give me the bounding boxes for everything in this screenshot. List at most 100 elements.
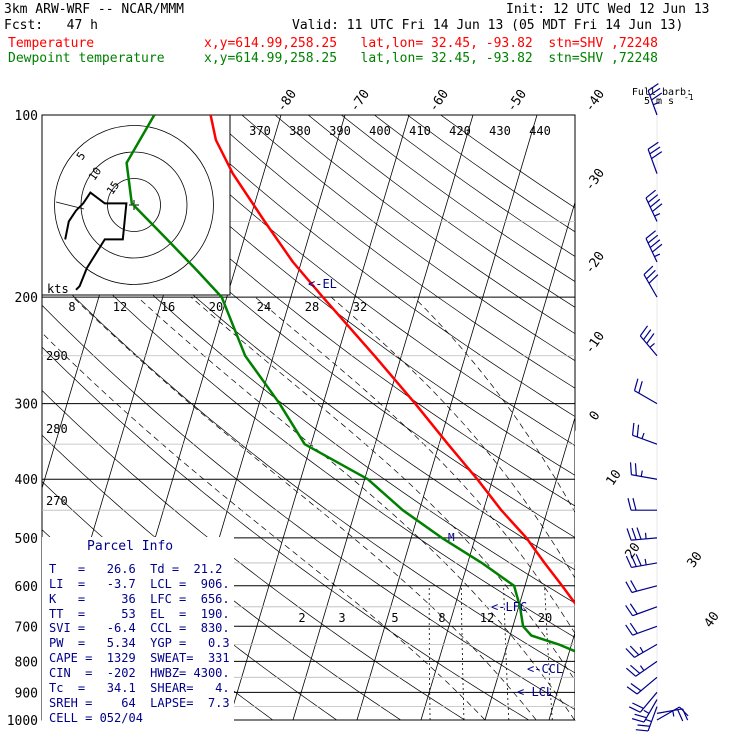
wind-barb-flag <box>651 203 663 213</box>
wind-barbs: Full barb:5 m s -1 <box>625 83 694 732</box>
wind-barb-half <box>649 343 655 348</box>
wind-barb-shaft <box>643 274 658 298</box>
wind-barb-shaft <box>631 562 658 569</box>
wind-barb-shaft <box>639 335 658 357</box>
wind-barb-flag <box>651 151 663 160</box>
wind-barb-flag <box>647 194 659 203</box>
parcel-row-k: K = 36 LFC = 656. <box>49 592 230 606</box>
wind-barb-flag <box>625 605 634 617</box>
wind-barb-half <box>640 470 643 477</box>
wind-barb-shaft <box>643 699 658 723</box>
theta-label: 400 <box>369 124 391 138</box>
ccl-marker: <-CCL <box>527 662 563 676</box>
wind-barb-shaft <box>639 691 658 713</box>
wind-barb-flag <box>639 325 649 337</box>
theta-label: 420 <box>449 124 471 138</box>
isotherm-label: 40 <box>701 609 722 630</box>
pressure-tick-label: 700 <box>15 620 38 635</box>
hodo-speed-label: 32 <box>353 300 367 314</box>
wind-barb-flag <box>633 378 639 391</box>
wind-barb-flag <box>643 265 654 276</box>
wind-barb-flag <box>625 581 633 593</box>
wind-barb-flag <box>649 239 661 249</box>
pressure-tick-label: 600 <box>15 580 38 595</box>
wind-barb-flag <box>646 333 655 344</box>
lcl-marker: <-LCL <box>517 685 553 699</box>
parcel-row-li: LI = -3.7 LCL = 906. <box>49 577 230 591</box>
theta-label: 380 <box>289 124 311 138</box>
wind-barb-half <box>643 709 650 714</box>
temperature-trace <box>209 115 575 606</box>
sounding-traces <box>125 115 575 653</box>
model-title: 3km ARW-WRF -- NCAR/MMM <box>4 2 185 17</box>
wind-barb-flag <box>630 683 642 692</box>
theta-label: 430 <box>489 124 511 138</box>
wind-barb-shaft <box>647 148 658 174</box>
hodo-speed-label: 24 <box>257 300 271 314</box>
wind-barb-flag <box>645 189 656 199</box>
hodograph-ring <box>54 125 214 285</box>
wind-barb-flag <box>629 462 632 475</box>
wind-barb-flag <box>636 424 640 438</box>
wind-barb-flag <box>634 463 637 476</box>
isotherm-line <box>484 416 575 720</box>
legend-temperature: Temperature <box>8 36 95 51</box>
wind-barb-half <box>639 646 644 653</box>
wind-barb-shaft <box>656 706 680 721</box>
valid-time: Valid: 11 UTC Fri 14 Jun 13 (05 MDT Fri … <box>292 18 684 33</box>
wind-barb-shaft <box>647 90 658 116</box>
mixing-ratio-label: 3 <box>338 611 345 625</box>
wind-barb-shaft <box>631 585 658 594</box>
pressure-tick-label: 300 <box>15 398 38 413</box>
wind-barb-flag <box>630 664 641 674</box>
pressure-tick-label: 500 <box>15 532 38 547</box>
lfc-marker: <-LFC <box>491 600 527 614</box>
wind-barb-flag <box>625 667 637 677</box>
wind-barb-flag <box>630 580 638 592</box>
barb-legend-title: Full barb: <box>632 87 692 98</box>
hodo-ring-label: 15 <box>104 179 122 197</box>
isobars <box>42 114 665 721</box>
isotherm-line <box>228 115 410 720</box>
isotherm-label: 0 <box>587 408 604 423</box>
wind-barb-shaft <box>632 625 658 636</box>
parcel-info-panel: Parcel Info T = 26.6 Td = 21.2 LI = -3.7… <box>42 537 234 727</box>
theta-label: 390 <box>329 124 351 138</box>
mixing-ratio-label: 20 <box>538 611 552 625</box>
wind-barb-flag <box>648 274 659 284</box>
wind-barb-flag <box>649 87 661 96</box>
pressure-tick-label: 800 <box>15 655 38 670</box>
theta-label: 440 <box>529 124 551 138</box>
mixing-ratio-label: 2 <box>298 611 305 625</box>
wind-barb-flag <box>627 498 632 511</box>
wind-barb-flag <box>630 555 637 567</box>
mixing-ratio-label: 8 <box>438 611 445 625</box>
plot-corner-fill <box>575 430 665 720</box>
forecast-hour: Fcst: 47 h <box>4 18 98 33</box>
wind-barb-flag <box>638 381 643 394</box>
mixing-ratio-label: 5 <box>391 611 398 625</box>
wind-barb-shaft <box>634 390 658 405</box>
mixing-ratio-label: 12 <box>480 611 494 625</box>
wind-barb-flag <box>625 648 635 658</box>
wind-barb-half <box>654 213 661 217</box>
el-marker: <-EL <box>308 277 337 291</box>
wind-barb-half <box>639 665 645 671</box>
parcel-row-t: T = 26.6 Td = 21.2 <box>49 562 223 576</box>
moist-adiabat <box>330 296 575 579</box>
wind-barb-flag <box>635 729 649 732</box>
isotherm-label: -70 <box>347 87 373 115</box>
wind-barb-flag <box>651 92 663 101</box>
pressure-tick-label: 100 <box>15 109 38 124</box>
wind-barb-flag <box>625 555 632 568</box>
parcel-row-tt: TT = 53 EL = 190. <box>49 607 230 621</box>
theta-left-label: 270 <box>46 494 68 508</box>
pressure-tick-label: 200 <box>15 291 38 306</box>
wind-barb-flag <box>651 243 663 253</box>
wind-barb-flag <box>626 686 638 695</box>
wind-barb-flag <box>677 709 684 722</box>
moist-adiabat <box>254 296 575 635</box>
pressure-tick-label: 900 <box>15 686 38 701</box>
isotherm-label: -10 <box>582 329 608 357</box>
wind-barb-half <box>653 102 660 106</box>
